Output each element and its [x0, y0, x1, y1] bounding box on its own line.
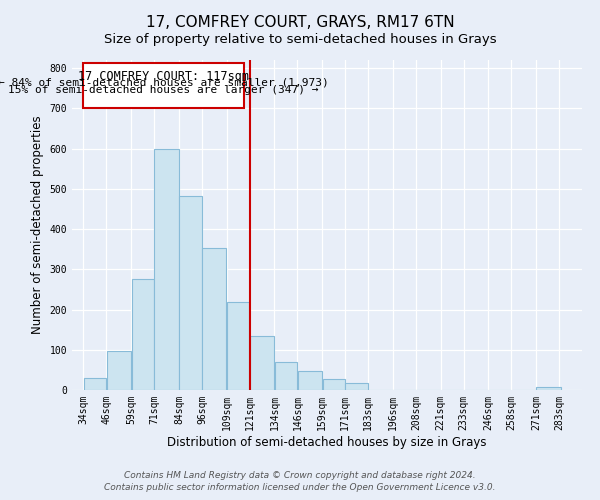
Bar [202, 248, 226, 390]
Bar [536, 387, 561, 390]
Text: Size of property relative to semi-detached houses in Grays: Size of property relative to semi-detach… [104, 32, 496, 46]
Bar [275, 362, 297, 390]
Bar [179, 196, 202, 390]
Bar [107, 351, 131, 390]
Bar [131, 280, 154, 390]
Bar [84, 378, 106, 390]
Text: ← 84% of semi-detached houses are smaller (1,973): ← 84% of semi-detached houses are smalle… [0, 78, 329, 88]
Text: 17 COMFREY COURT: 117sqm: 17 COMFREY COURT: 117sqm [78, 70, 249, 82]
Text: 17, COMFREY COURT, GRAYS, RM17 6TN: 17, COMFREY COURT, GRAYS, RM17 6TN [146, 15, 454, 30]
Bar [298, 372, 322, 390]
Y-axis label: Number of semi-detached properties: Number of semi-detached properties [31, 116, 44, 334]
Bar [346, 383, 368, 390]
Bar [83, 63, 244, 108]
Bar [323, 378, 345, 390]
Bar [154, 148, 179, 390]
X-axis label: Distribution of semi-detached houses by size in Grays: Distribution of semi-detached houses by … [167, 436, 487, 448]
Bar [250, 336, 274, 390]
Bar [227, 302, 250, 390]
Text: 15% of semi-detached houses are larger (347) →: 15% of semi-detached houses are larger (… [8, 84, 319, 94]
Text: Contains HM Land Registry data © Crown copyright and database right 2024.
Contai: Contains HM Land Registry data © Crown c… [104, 471, 496, 492]
